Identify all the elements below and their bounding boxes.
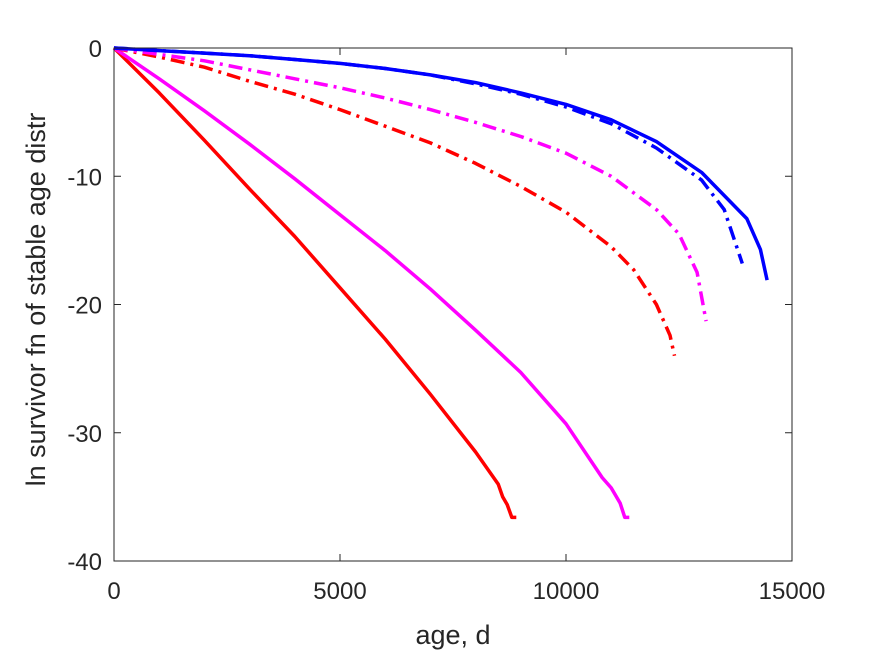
- x-tick-label: 5000: [313, 578, 366, 605]
- y-axis-label: ln survivor fn of stable age distr: [21, 113, 51, 487]
- y-tick-label: -20: [67, 293, 102, 320]
- x-axis: 0 5000 10000 15000: [107, 48, 825, 605]
- y-axis: 0 -10 -20 -30 -40: [67, 36, 792, 576]
- series-line-5: [113, 46, 744, 265]
- series-line-3: [113, 46, 677, 357]
- x-tick-label: 10000: [533, 578, 600, 605]
- y-tick-label: -40: [67, 549, 102, 576]
- x-axis-label: age, d: [415, 620, 490, 650]
- plot-frame: [113, 47, 793, 562]
- y-tick-label: -10: [67, 164, 102, 191]
- x-tick-label: 0: [107, 578, 120, 605]
- series-line-4: [113, 46, 708, 322]
- y-tick-label: 0: [89, 36, 102, 63]
- x-tick-label: 15000: [759, 578, 826, 605]
- series-line-2: [113, 46, 630, 520]
- series-layer: [112, 46, 769, 520]
- series-line-1: [112, 46, 517, 520]
- y-tick-label: -30: [67, 421, 102, 448]
- series-line-6: [113, 46, 769, 281]
